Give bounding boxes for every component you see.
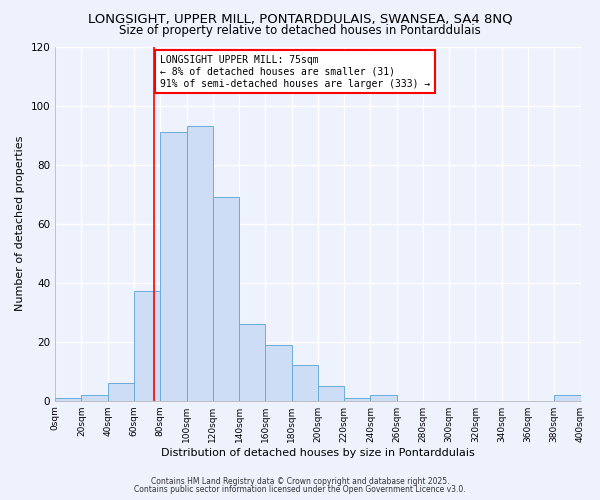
Y-axis label: Number of detached properties: Number of detached properties <box>15 136 25 312</box>
Bar <box>108 383 134 400</box>
Bar <box>554 395 581 400</box>
Bar <box>318 386 344 400</box>
Bar <box>239 324 265 400</box>
X-axis label: Distribution of detached houses by size in Pontarddulais: Distribution of detached houses by size … <box>161 448 475 458</box>
Bar <box>187 126 213 400</box>
Bar <box>265 344 292 401</box>
Text: Size of property relative to detached houses in Pontarddulais: Size of property relative to detached ho… <box>119 24 481 37</box>
Bar <box>344 398 370 400</box>
Text: LONGSIGHT UPPER MILL: 75sqm
← 8% of detached houses are smaller (31)
91% of semi: LONGSIGHT UPPER MILL: 75sqm ← 8% of deta… <box>160 56 430 88</box>
Bar <box>134 292 160 401</box>
Bar <box>370 395 397 400</box>
Text: LONGSIGHT, UPPER MILL, PONTARDDULAIS, SWANSEA, SA4 8NQ: LONGSIGHT, UPPER MILL, PONTARDDULAIS, SW… <box>88 12 512 26</box>
Bar <box>82 395 108 400</box>
Bar <box>213 197 239 400</box>
Bar <box>160 132 187 400</box>
Bar <box>292 366 318 400</box>
Text: Contains public sector information licensed under the Open Government Licence v3: Contains public sector information licen… <box>134 485 466 494</box>
Text: Contains HM Land Registry data © Crown copyright and database right 2025.: Contains HM Land Registry data © Crown c… <box>151 477 449 486</box>
Bar <box>55 398 82 400</box>
